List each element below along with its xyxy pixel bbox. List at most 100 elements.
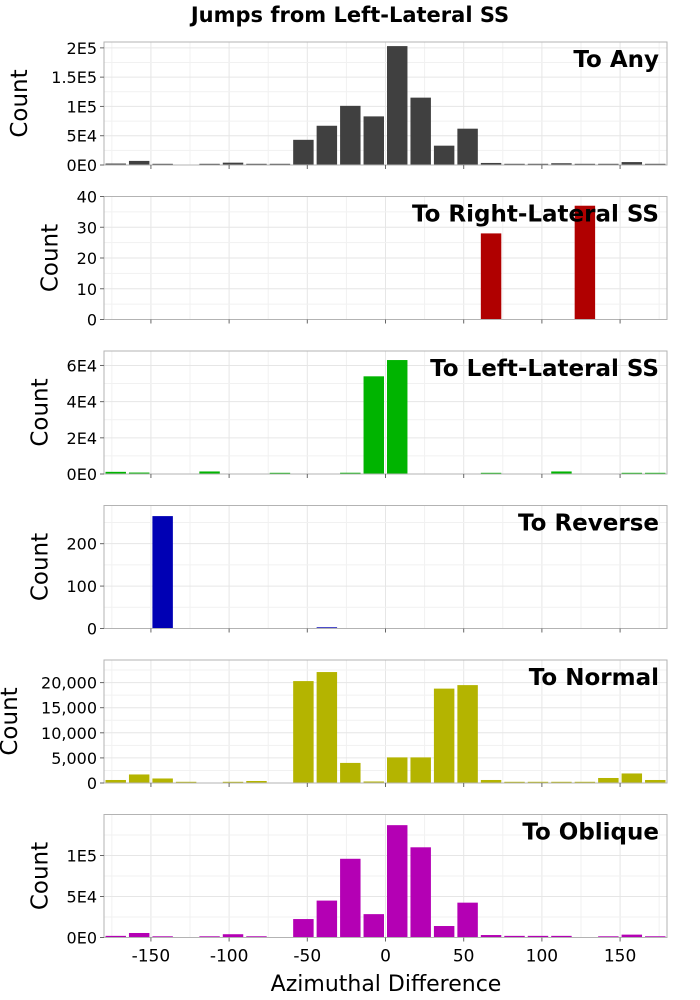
y-axis-label: Count: [38, 224, 64, 292]
bar: [293, 681, 314, 783]
bar: [621, 934, 643, 938]
bar: [246, 936, 267, 938]
bar: [363, 914, 384, 938]
x-tick-label: -50: [293, 947, 321, 967]
y-tick-label: 20,000: [41, 674, 97, 693]
bar: [152, 516, 173, 629]
bar: [621, 472, 643, 474]
bar: [269, 472, 291, 474]
bar: [363, 376, 384, 474]
bar: [551, 471, 572, 474]
bar: [152, 936, 173, 938]
bar: [480, 935, 502, 938]
y-tick-label: 20: [77, 249, 97, 268]
bar: [199, 936, 220, 938]
panel-1: 0E0 5E4 1E5 1.5E5 2E5 Count To Any: [7, 39, 668, 175]
y-tick-label: 2E5: [67, 39, 97, 58]
bar: [598, 777, 619, 783]
y-tick-label: 15,000: [41, 699, 97, 718]
y-axis-label: Count: [27, 842, 53, 910]
bar: [621, 773, 643, 783]
y-tick-label: 4E4: [67, 393, 97, 412]
y-tick-label: 100: [66, 577, 97, 596]
bar: [340, 105, 361, 165]
bar: [316, 672, 338, 783]
panels: 0E0 5E4 1E5 1.5E5 2E5 Count To Any 0 10 20 30 40 Cou…: [0, 39, 668, 967]
panel-title: To Oblique: [522, 820, 659, 846]
bar: [387, 46, 408, 165]
bar: [410, 757, 431, 783]
y-tick-label: 30: [77, 218, 97, 237]
bar: [387, 360, 408, 474]
y-tick-label: 10: [77, 280, 97, 299]
bar: [316, 900, 338, 938]
panel-4: 0 100 200 Count To Reverse: [27, 505, 668, 639]
panel-2: 0 10 20 30 40 Count To Right-Lateral SS: [38, 188, 668, 330]
y-tick-label: 5,000: [51, 749, 97, 768]
bar: [199, 471, 220, 474]
y-axis-label: Count: [27, 378, 53, 446]
bar: [457, 902, 478, 938]
bar: [363, 116, 384, 165]
y-tick-label: 0: [87, 620, 97, 639]
y-tick-label: 6E4: [67, 356, 97, 375]
bar: [480, 779, 502, 783]
bar: [480, 233, 502, 320]
y-tick-label: 5E4: [67, 888, 97, 907]
bar: [152, 778, 173, 783]
bar: [457, 685, 478, 783]
x-tick-label: -150: [132, 947, 171, 967]
bar: [598, 163, 619, 165]
y-tick-label: 1E5: [67, 97, 97, 116]
bar: [574, 205, 596, 320]
bar: [598, 936, 619, 938]
bar: [105, 471, 126, 474]
bar: [222, 934, 244, 938]
bar: [199, 163, 220, 165]
bar: [504, 163, 525, 165]
bar: [246, 163, 267, 165]
bar: [316, 125, 338, 165]
bar: [504, 935, 525, 938]
panel-title: To Right-Lateral SS: [412, 202, 659, 228]
bar: [105, 163, 126, 165]
bar: [645, 472, 666, 474]
bar: [152, 163, 173, 165]
y-tick-label: 0: [87, 774, 97, 793]
y-axis-label: Count: [0, 687, 23, 755]
y-tick-label: 2E4: [67, 429, 97, 448]
bar: [387, 757, 408, 783]
bar: [527, 781, 549, 783]
x-tick-label: 150: [604, 947, 636, 967]
bar: [340, 858, 361, 938]
bar: [433, 688, 455, 783]
bar: [480, 472, 502, 474]
x-axis-label: Azimuthal Difference: [271, 972, 502, 997]
bar: [504, 781, 525, 783]
x-tick-label: 50: [453, 947, 475, 967]
bar: [551, 163, 572, 165]
bar: [363, 781, 384, 783]
bar: [128, 774, 150, 783]
bar: [175, 781, 197, 783]
bar: [246, 780, 267, 783]
x-tick-label: 100: [526, 947, 558, 967]
y-tick-label: 1E5: [67, 847, 97, 866]
panel-6: 0E0 5E4 1E5 Count To Oblique -150 -100 -50 0 50 10…: [27, 814, 668, 967]
y-tick-label: 0E0: [67, 156, 97, 175]
bar: [551, 935, 572, 938]
bar: [128, 472, 150, 474]
bar: [316, 627, 338, 629]
x-tick-label: 0: [380, 947, 391, 967]
bar: [340, 472, 361, 474]
bar: [433, 926, 455, 938]
bar: [433, 145, 455, 165]
y-tick-label: 0E0: [67, 929, 97, 948]
bar: [480, 162, 502, 165]
panel-title: To Reverse: [518, 511, 659, 537]
bar: [387, 825, 408, 938]
bar: [105, 779, 126, 783]
y-tick-label: 5E4: [67, 127, 97, 146]
y-tick-label: 40: [77, 188, 97, 207]
